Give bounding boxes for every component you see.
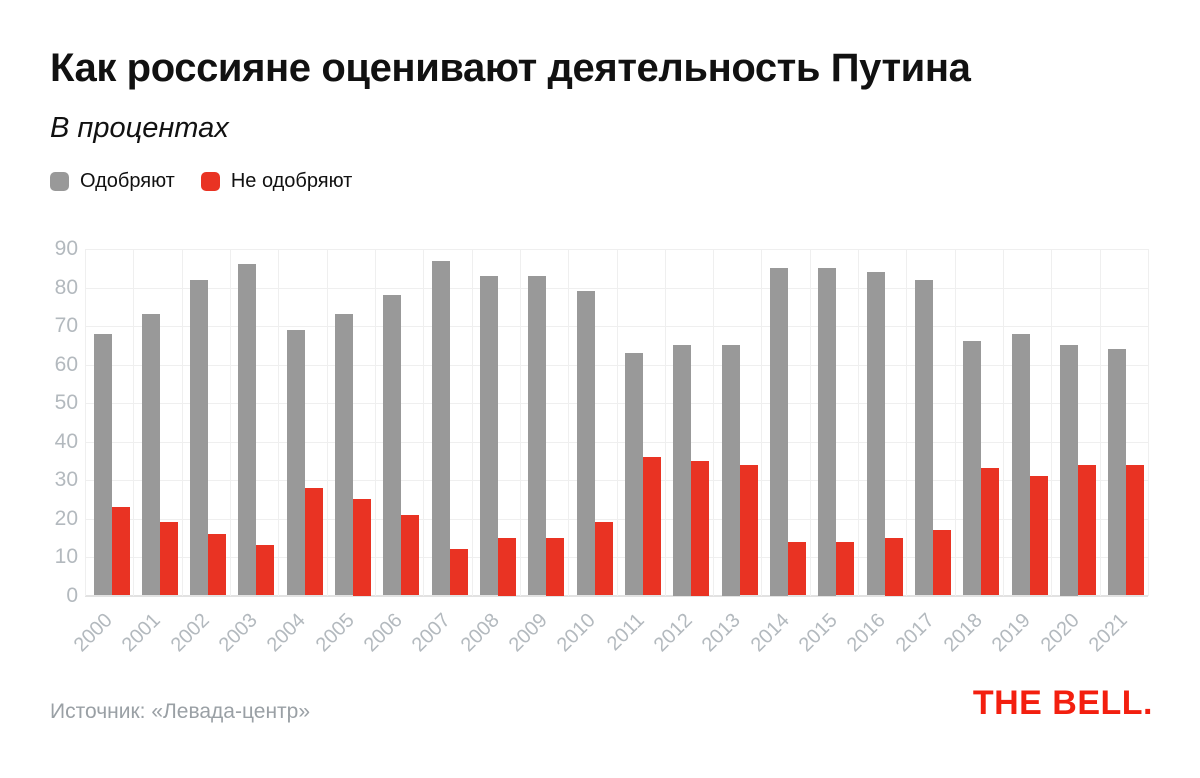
x-gridline xyxy=(374,249,376,596)
bar-disapprove-2009 xyxy=(546,537,565,596)
x-gridline xyxy=(423,249,425,596)
y-tick-label: 70 xyxy=(54,314,78,337)
x-gridline xyxy=(858,249,860,596)
legend-label-disapprove: Не одобряют xyxy=(230,170,353,192)
x-gridline xyxy=(326,249,328,596)
x-gridline xyxy=(229,249,231,596)
chart-legend: Одобряют Не одобряют xyxy=(50,170,352,193)
bar-disapprove-2001 xyxy=(159,522,178,596)
legend-item-approve: Одобряют xyxy=(50,170,175,193)
bar-disapprove-2006 xyxy=(401,514,420,596)
x-gridline xyxy=(133,249,135,596)
bar-approve-2005 xyxy=(335,314,354,596)
bar-disapprove-2020 xyxy=(1077,464,1096,596)
x-gridline xyxy=(85,249,86,596)
legend-label-approve: Одобряют xyxy=(80,170,175,192)
bar-approve-2006 xyxy=(383,295,402,596)
bar-approve-2015 xyxy=(818,268,837,596)
bar-approve-2021 xyxy=(1108,349,1127,596)
page-title: Как россияне оценивают деятельность Пути… xyxy=(50,46,971,90)
bar-approve-2018 xyxy=(963,341,982,596)
bar-disapprove-2005 xyxy=(353,499,372,596)
bar-approve-2016 xyxy=(866,272,885,596)
bar-approve-2014 xyxy=(769,268,788,596)
bar-disapprove-2000 xyxy=(111,506,130,596)
bar-approve-2000 xyxy=(93,333,112,596)
x-gridline xyxy=(1003,249,1005,596)
x-gridline xyxy=(1051,249,1053,596)
chart-subtitle: В процентах xyxy=(50,112,229,144)
bar-disapprove-2017 xyxy=(932,530,951,596)
source-note: Источник: «Левада-центр» xyxy=(50,700,311,723)
bar-disapprove-2014 xyxy=(787,541,806,596)
bar-disapprove-2004 xyxy=(304,487,323,596)
bar-disapprove-2021 xyxy=(1126,464,1145,596)
x-gridline xyxy=(616,249,618,596)
bar-approve-2001 xyxy=(141,314,160,596)
bar-approve-2012 xyxy=(673,345,692,596)
x-gridline xyxy=(1148,249,1149,596)
x-gridline xyxy=(761,249,763,596)
bar-disapprove-2010 xyxy=(594,522,613,596)
bar-approve-2017 xyxy=(914,279,933,596)
x-gridline xyxy=(568,249,570,596)
x-axis-line xyxy=(85,594,1148,597)
the-bell-logo: THE BELL. xyxy=(972,684,1153,722)
bar-approve-2011 xyxy=(625,352,643,596)
x-gridline xyxy=(181,249,183,596)
x-gridline xyxy=(954,249,956,596)
bar-disapprove-2003 xyxy=(256,545,275,596)
bar-disapprove-2008 xyxy=(498,537,517,596)
approve-swatch-icon xyxy=(50,172,69,191)
bar-approve-2020 xyxy=(1059,345,1078,596)
x-gridline xyxy=(1099,249,1101,596)
bar-disapprove-2007 xyxy=(449,549,468,596)
y-tick-label: 80 xyxy=(54,275,78,299)
bar-approve-2010 xyxy=(576,291,595,596)
x-gridline xyxy=(906,249,908,596)
bar-disapprove-2016 xyxy=(884,537,903,596)
bar-disapprove-2013 xyxy=(739,464,758,596)
bar-disapprove-2019 xyxy=(1029,476,1048,596)
x-gridline xyxy=(809,249,811,596)
bar-approve-2013 xyxy=(721,345,740,596)
bar-disapprove-2018 xyxy=(981,468,1000,596)
y-tick-label: 60 xyxy=(54,352,78,376)
disapprove-swatch-icon xyxy=(200,172,220,191)
bar-disapprove-2012 xyxy=(691,460,710,596)
bar-approve-2003 xyxy=(238,264,257,596)
bar-approve-2007 xyxy=(431,260,450,596)
x-gridline xyxy=(664,249,666,596)
bar-approve-2002 xyxy=(190,279,209,596)
y-tick-label: 10 xyxy=(54,545,78,568)
x-gridline xyxy=(519,249,521,596)
bar-disapprove-2015 xyxy=(836,541,855,596)
bar-disapprove-2011 xyxy=(643,456,661,596)
y-tick-label: 30 xyxy=(54,468,78,491)
bar-approve-2004 xyxy=(286,329,305,596)
bar-approve-2009 xyxy=(528,275,547,596)
x-gridline xyxy=(713,249,715,596)
bar-disapprove-2002 xyxy=(208,533,227,596)
y-tick-label: 20 xyxy=(54,506,78,530)
y-tick-label: 40 xyxy=(54,429,78,453)
bar-approve-2019 xyxy=(1011,333,1030,596)
y-tick-label: 90 xyxy=(54,237,78,260)
x-gridline xyxy=(278,249,280,596)
x-gridline xyxy=(471,249,473,596)
y-tick-label: 50 xyxy=(54,391,78,414)
legend-item-disapprove: Не одобряют xyxy=(200,170,353,193)
bar-approve-2008 xyxy=(480,275,499,596)
y-tick-label: 0 xyxy=(66,583,78,607)
